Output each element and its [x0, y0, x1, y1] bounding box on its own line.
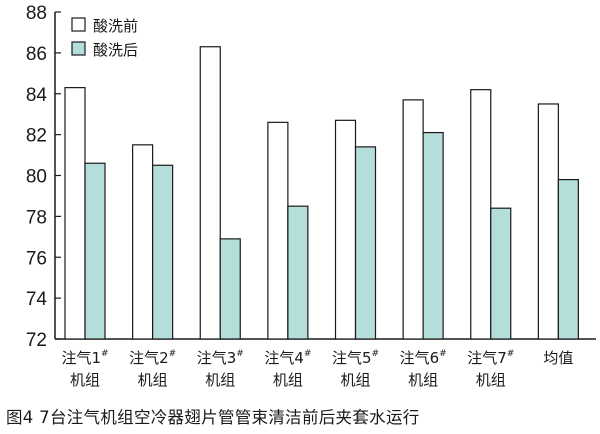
bar-after [152, 164, 174, 340]
x-tick-label: 均值 [543, 349, 573, 367]
y-tick-label: 76 [26, 248, 47, 269]
bar-before [64, 87, 86, 340]
y-tick-label: 88 [26, 3, 47, 24]
bar-before [267, 121, 289, 340]
axes: 72 74 76 78 80 82 84 86 88 注气1# 机组 注气2# 机组 注气3# 机组 注气4#… [26, 3, 596, 389]
legend-swatch-before [71, 17, 86, 32]
bar-after [84, 162, 106, 340]
x-tick-label: 注气1# [61, 349, 108, 367]
legend-swatch-after [71, 41, 86, 56]
y-tick-label: 84 [26, 85, 48, 106]
bar-after [219, 238, 241, 340]
bar-before [470, 89, 492, 340]
figure-caption: 图4 7台注气机组空冷器翅片管管束清洁前后夹套水运行 [6, 408, 420, 427]
bar-after [354, 146, 377, 340]
legend-label-before: 酸洗前 [93, 17, 138, 35]
y-tick-label: 78 [26, 207, 47, 228]
bar-before [132, 144, 154, 340]
x-tick-label: 注气7# [467, 349, 514, 367]
x-tick-label-line2: 机组 [273, 371, 303, 389]
x-tick-label-line2: 机组 [408, 371, 438, 389]
x-tick-label-line2: 机组 [70, 371, 100, 389]
x-tick-label-line2: 机组 [138, 371, 168, 389]
bar-after [287, 205, 309, 340]
y-tick-label: 74 [26, 289, 48, 310]
bar-after [557, 178, 579, 340]
x-tick-label: 注气4# [264, 349, 311, 367]
bar-before [199, 46, 221, 340]
x-tick-label: 注气5# [332, 349, 379, 367]
bar-before [334, 119, 357, 340]
x-tick-label: 注气3# [197, 349, 244, 367]
bars [64, 46, 579, 340]
x-tick-label: 注气2# [129, 349, 176, 367]
bar-after [490, 207, 512, 340]
bar-before [537, 103, 559, 340]
y-tick-label: 72 [26, 330, 47, 351]
legend-label-after: 酸洗后 [93, 41, 138, 59]
y-tick-label: 86 [26, 44, 47, 65]
x-tick-label-line2: 机组 [476, 371, 506, 389]
x-tick-label: 注气6# [400, 349, 447, 367]
bar-before [402, 99, 424, 340]
x-tick-label-line2: 机组 [205, 371, 235, 389]
bar-after [422, 131, 444, 340]
x-tick-label-line2: 机组 [340, 371, 370, 389]
bar-chart: 72 74 76 78 80 82 84 86 88 注气1# 机组 注气2# 机组 注气3# 机组 注气4#… [26, 3, 596, 389]
y-tick-label: 80 [26, 167, 47, 188]
y-tick-label: 82 [26, 126, 47, 147]
